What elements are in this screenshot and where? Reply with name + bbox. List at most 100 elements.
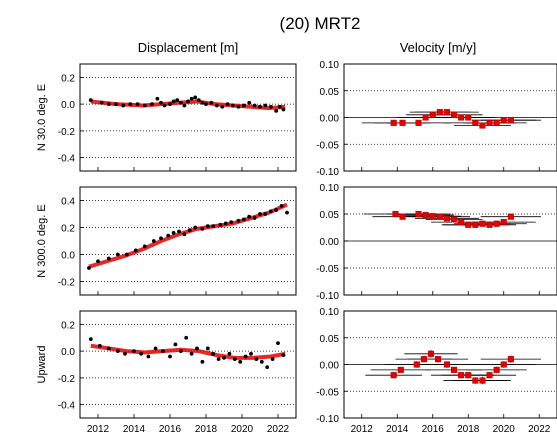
y-axis-label: Upward (36, 346, 48, 384)
velocity-marker (392, 210, 399, 218)
x-tick-label: 2018 (195, 424, 218, 435)
data-point (115, 349, 120, 354)
data-point (285, 210, 289, 215)
velocity-marker (443, 109, 450, 116)
y-tick-label: -0.10 (316, 414, 339, 425)
data-point (205, 346, 210, 351)
data-point (128, 102, 133, 107)
axes-frame (79, 310, 297, 419)
y-tick-label: 0.4 (61, 197, 75, 208)
velocity-marker (427, 350, 435, 357)
velocity-marker (507, 356, 514, 363)
velocity-marker (472, 221, 479, 228)
velocity-marker (397, 366, 404, 373)
y-tick-label: 0.2 (61, 320, 75, 331)
data-point (229, 220, 234, 225)
velocity-column-title: Velocity [m/y] (400, 40, 477, 55)
y-tick-label: -0.05 (316, 140, 339, 151)
displacement-upward-plot-area (88, 335, 286, 370)
data-point (231, 103, 235, 108)
y-tick-label: 0.00 (320, 114, 340, 125)
panels: 0.2 0.0 -0.2 -0.4 N 30.0 deg. E 0.10 0.05 0.00 -… (36, 60, 557, 435)
velocity-marker (436, 109, 443, 116)
data-point (196, 98, 201, 103)
data-point (274, 208, 279, 212)
data-point (97, 343, 102, 348)
data-point (241, 217, 246, 222)
data-point (153, 346, 158, 351)
x-tick-label: 2020 (231, 424, 254, 435)
data-point (121, 103, 126, 108)
data-point (168, 102, 172, 107)
velocity-marker (479, 122, 486, 129)
x-tick-label: 2014 (123, 424, 146, 435)
data-point (254, 357, 259, 362)
velocity-marker (472, 119, 479, 126)
data-point (225, 102, 230, 107)
data-point (258, 104, 262, 109)
x-tick-label: 2020 (493, 424, 516, 435)
data-point (218, 222, 223, 227)
data-point (211, 351, 216, 356)
velocity-marker (500, 219, 507, 226)
data-point (187, 228, 192, 233)
data-point (106, 256, 111, 261)
data-point (178, 100, 183, 105)
data-point (87, 266, 91, 270)
data-point (277, 104, 282, 109)
data-point (243, 354, 248, 359)
x-tick-label: 2014 (386, 424, 409, 435)
data-point (162, 103, 167, 108)
y-tick-label: -0.2 (58, 127, 76, 138)
data-point (159, 100, 163, 105)
data-point (236, 104, 241, 109)
data-point (106, 346, 111, 351)
velocity-marker (465, 372, 472, 379)
y-tick-label: -0.2 (58, 278, 76, 289)
data-point (177, 229, 181, 234)
y-tick-label: 0.2 (61, 73, 75, 84)
data-point (241, 103, 246, 108)
velocity-marker (507, 213, 514, 220)
data-point (249, 351, 253, 356)
velocity-marker (500, 361, 507, 368)
data-point (139, 351, 144, 356)
data-point (124, 252, 129, 257)
velocity-marker (413, 361, 420, 368)
data-point (88, 98, 93, 103)
velocity-upward-plot-area (365, 350, 542, 385)
trend-line (90, 343, 286, 360)
data-point (171, 231, 176, 235)
data-point (205, 224, 210, 229)
data-point (209, 100, 214, 105)
velocity-marker (435, 356, 442, 363)
data-point (106, 102, 111, 107)
data-point (270, 357, 275, 362)
y-tick-label: -0.4 (58, 401, 76, 412)
y-tick-label: 0.00 (320, 361, 340, 372)
y-tick-label: 0.0 (61, 347, 75, 358)
y-tick-label: 0.00 (320, 237, 340, 248)
velocity-marker (493, 119, 500, 126)
y-tick-label: -0.4 (58, 154, 76, 165)
velocity-marker (399, 119, 406, 126)
velocity-marker (486, 119, 493, 126)
y-tick-label: 0.05 (320, 87, 340, 98)
data-point (168, 354, 172, 359)
velocity-marker (390, 372, 397, 379)
velocity-marker (486, 372, 493, 379)
y-tick-label: -0.10 (316, 291, 339, 302)
data-point (96, 259, 100, 264)
y-axis-label: N 300.0 deg. E (36, 204, 48, 277)
data-point (281, 107, 286, 112)
data-point (155, 96, 160, 101)
displacement-upward-panel: 0.2 0.0 -0.2 -0.4 2012 2014 2016 2018 2020 2022 Up… (36, 310, 297, 435)
velocity-marker (507, 117, 514, 124)
data-point (200, 359, 205, 364)
velocity-north-30-panel: 0.10 0.05 0.00 -0.05 -0.10 (316, 60, 557, 178)
velocity-marker (493, 366, 500, 373)
velocity-marker (472, 377, 479, 384)
velocity-marker (443, 361, 450, 368)
velocity-north-30-plot-area (361, 109, 542, 129)
